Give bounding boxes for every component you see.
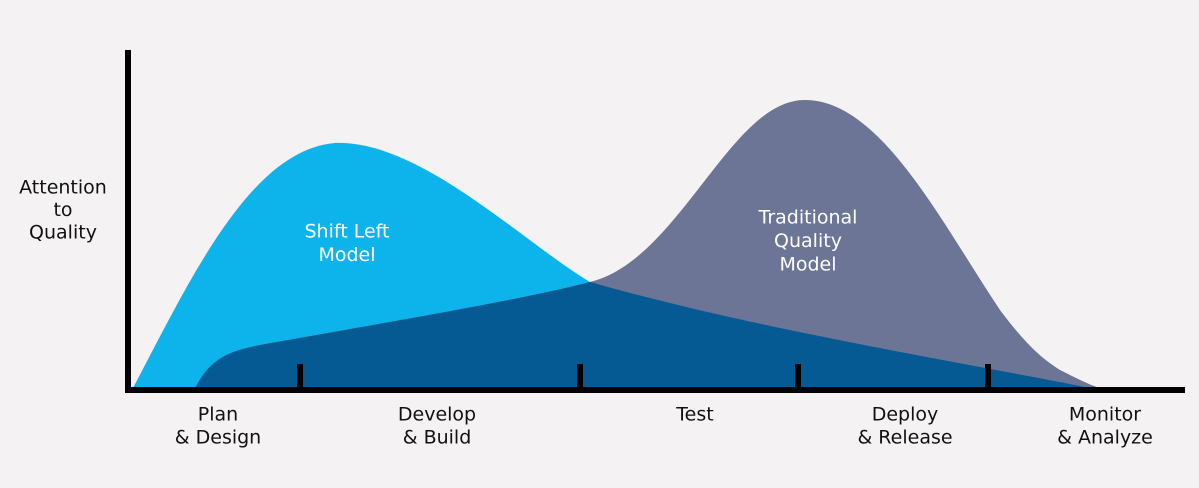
y-axis-label: Attention <box>19 177 107 199</box>
traditional-area <box>195 100 1100 388</box>
stage-label: Deploy <box>872 404 939 426</box>
stage-label: & Design <box>175 427 261 449</box>
stage-label: Monitor <box>1069 404 1141 426</box>
y-axis-label: to <box>53 199 72 221</box>
area-label: Quality <box>774 230 842 252</box>
y-axis <box>125 50 131 393</box>
stage-divider <box>297 364 303 390</box>
overlap-area <box>195 282 1090 388</box>
stage-label: Develop <box>398 404 476 426</box>
stage-label: & Release <box>857 427 952 449</box>
stage-divider <box>795 364 801 390</box>
area-label: Model <box>318 244 375 266</box>
axes <box>125 50 1185 393</box>
stage-label: & Build <box>403 427 472 449</box>
stage-divider <box>985 364 991 390</box>
stage-divider <box>577 364 583 390</box>
area-label: Shift Left <box>305 221 390 243</box>
stage-label: & Analyze <box>1057 427 1153 449</box>
stage-label: Test <box>675 404 713 426</box>
x-axis <box>125 387 1185 393</box>
area-label: Traditional <box>758 207 858 229</box>
y-axis-label: Quality <box>29 222 97 244</box>
stage-label: Plan <box>198 404 238 426</box>
area-label: Model <box>779 254 836 276</box>
